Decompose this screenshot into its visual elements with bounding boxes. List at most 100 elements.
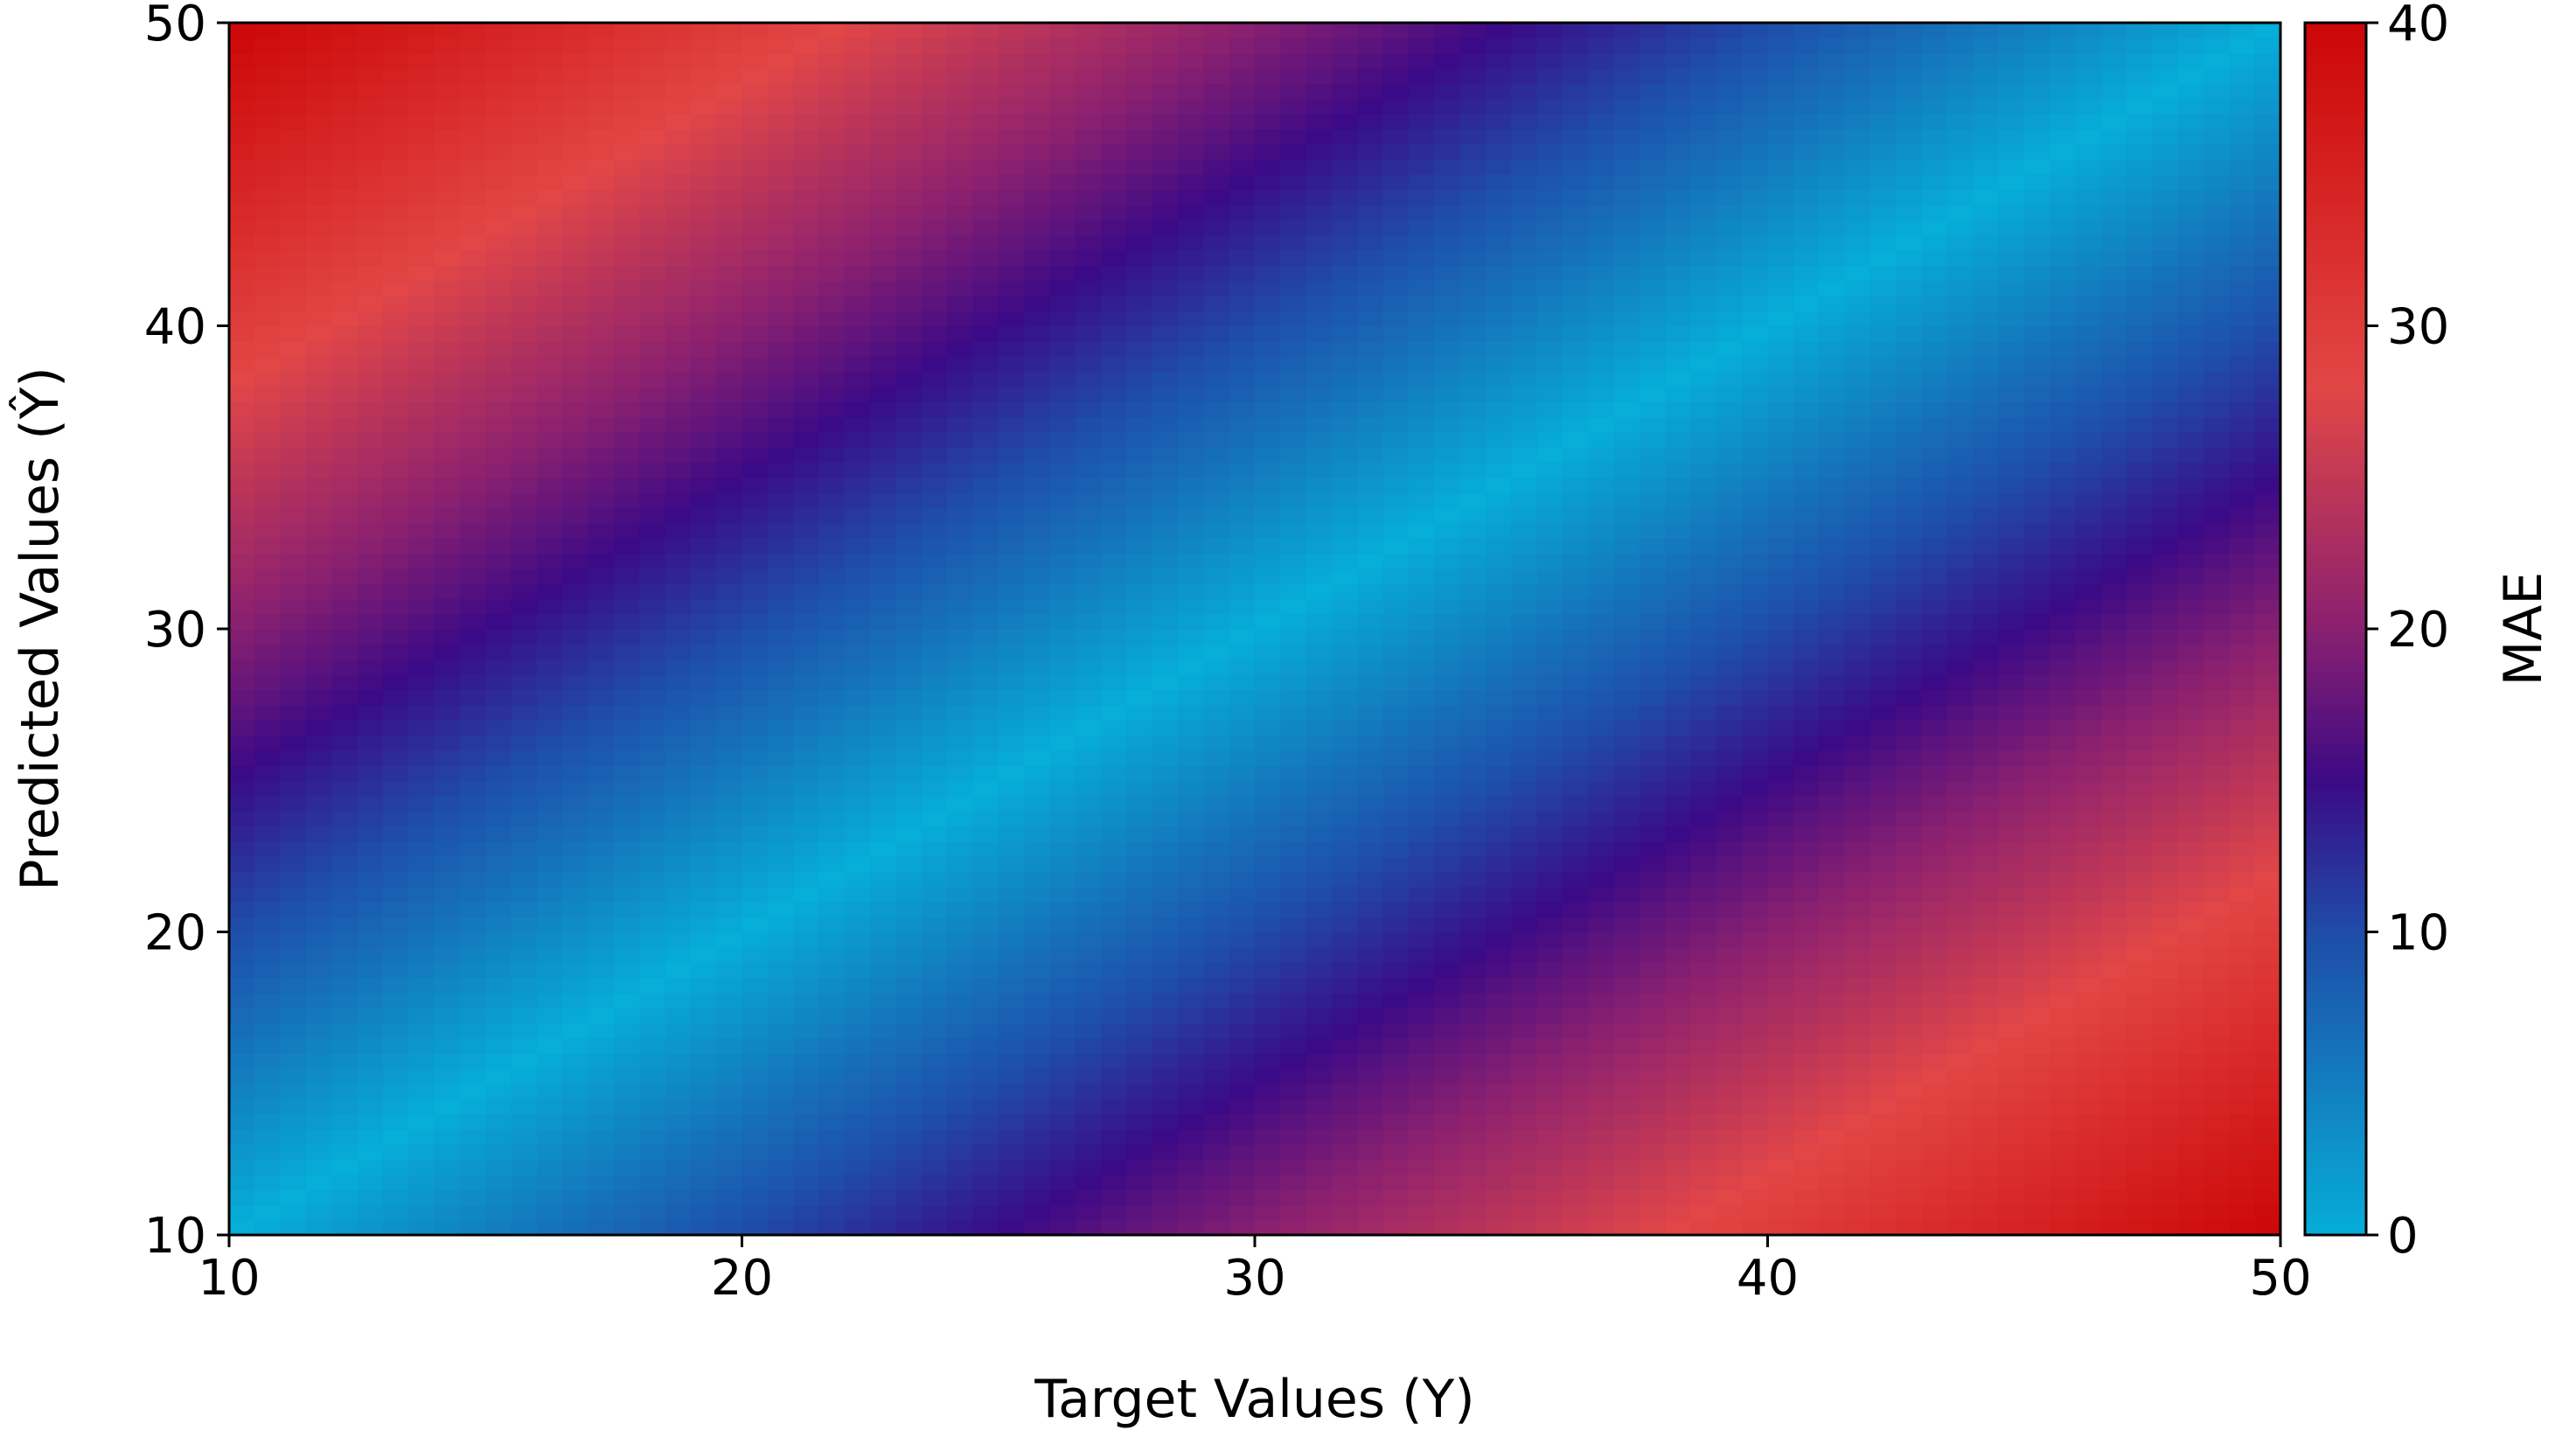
heatmap-cell: [639, 810, 666, 827]
heatmap-cell: [741, 158, 769, 176]
heatmap-cell: [1178, 1174, 1205, 1190]
heatmap-cell: [844, 98, 871, 115]
heatmap-cell: [1255, 492, 1282, 509]
heatmap-cell: [1024, 1068, 1051, 1085]
heatmap-cell: [305, 1113, 333, 1130]
heatmap-cell: [818, 234, 846, 251]
heatmap-cell: [716, 764, 743, 782]
heatmap-cell: [1408, 841, 1436, 857]
heatmap-cell: [1767, 764, 1794, 782]
heatmap-cell: [1408, 98, 1436, 115]
heatmap-cell: [1536, 310, 1563, 327]
heatmap-cell: [1357, 780, 1384, 797]
heatmap-cell: [921, 886, 948, 903]
heatmap-cell: [1690, 129, 1717, 145]
heatmap-cell: [1459, 735, 1486, 751]
heatmap-cell: [1203, 1099, 1230, 1115]
heatmap-cell: [331, 371, 359, 387]
heatmap-cell: [1562, 962, 1590, 979]
heatmap-cell: [870, 977, 897, 994]
heatmap-cell: [1357, 1113, 1384, 1130]
heatmap-cell: [536, 901, 564, 917]
heatmap-cell: [1511, 855, 1538, 873]
heatmap-cell: [1024, 673, 1051, 691]
heatmap-cell: [305, 901, 333, 917]
heatmap-cell: [229, 431, 256, 448]
heatmap-cell: [1408, 356, 1436, 373]
heatmap-cell: [331, 234, 359, 251]
heatmap-cell: [280, 234, 307, 251]
heatmap-cell: [767, 1189, 794, 1206]
heatmap-cell: [1280, 538, 1307, 555]
heatmap-cell: [818, 946, 846, 963]
heatmap-cell: [1742, 810, 1769, 827]
heatmap-cell: [1203, 310, 1230, 327]
heatmap-cell: [1639, 568, 1666, 584]
heatmap-cell: [613, 1189, 641, 1206]
heatmap-cell: [408, 310, 435, 327]
heatmap-cell: [331, 325, 359, 342]
heatmap-cell: [408, 1068, 435, 1085]
heatmap-cell: [1639, 492, 1666, 509]
heatmap-cell: [408, 977, 435, 994]
heatmap-cell: [665, 38, 692, 54]
heatmap-cell: [1485, 568, 1513, 584]
heatmap-cell: [690, 129, 717, 145]
heatmap-cell: [1178, 871, 1205, 888]
heatmap-cell: [1408, 174, 1436, 191]
heatmap-cell: [1229, 401, 1256, 418]
heatmap-cell: [305, 1159, 333, 1175]
heatmap-cell: [305, 129, 333, 145]
heatmap-cell: [1485, 871, 1513, 888]
heatmap-cell: [1485, 795, 1513, 812]
heatmap-cell: [588, 886, 615, 903]
heatmap-cell: [767, 295, 794, 311]
heatmap-cell: [998, 735, 1025, 751]
heatmap-cell: [716, 401, 743, 418]
heatmap-cell: [562, 477, 589, 493]
heatmap-cell: [331, 962, 359, 979]
heatmap-cell: [1075, 750, 1102, 766]
heatmap-cell: [305, 83, 333, 100]
heatmap-cell: [562, 750, 589, 766]
heatmap-cell: [588, 764, 615, 782]
heatmap-cell: [690, 23, 717, 39]
heatmap-cell: [1331, 129, 1359, 145]
heatmap-cell: [1536, 1159, 1563, 1175]
heatmap-cell: [1665, 174, 1692, 191]
heatmap-cell: [690, 113, 717, 130]
heatmap-cell: [562, 356, 589, 373]
heatmap-cell: [1511, 673, 1538, 691]
heatmap-cell: [1485, 735, 1513, 751]
heatmap-cell: [1459, 538, 1486, 555]
heatmap-cell: [972, 477, 999, 493]
heatmap-cell: [459, 23, 487, 39]
heatmap-cell: [1408, 629, 1436, 645]
heatmap-cell: [1819, 795, 1846, 812]
heatmap-cell: [588, 613, 615, 630]
heatmap-cell: [1613, 855, 1640, 873]
heatmap-cell: [690, 886, 717, 903]
heatmap-cell: [1716, 23, 1743, 39]
heatmap-cell: [1280, 1083, 1307, 1099]
heatmap-cell: [357, 764, 384, 782]
heatmap-cell: [1024, 158, 1051, 176]
heatmap-cell: [972, 1037, 999, 1054]
heatmap-cell: [229, 917, 256, 933]
heatmap-cell: [1459, 901, 1486, 917]
heatmap-cell: [1178, 204, 1205, 221]
heatmap-cell: [562, 1037, 589, 1054]
heatmap-cell: [998, 1099, 1025, 1115]
heatmap-cell: [741, 129, 769, 145]
heatmap-cell: [1357, 1008, 1384, 1024]
heatmap-cell: [665, 946, 692, 963]
heatmap-cell: [690, 871, 717, 888]
heatmap-cell: [536, 1053, 564, 1070]
heatmap-cell: [1126, 220, 1153, 236]
heatmap-cell: [793, 1068, 820, 1085]
heatmap-cell: [1742, 855, 1769, 873]
heatmap-cell: [1382, 52, 1410, 69]
heatmap-cell: [1203, 1113, 1230, 1130]
heatmap-cell: [434, 659, 461, 675]
heatmap-cell: [1459, 325, 1486, 342]
